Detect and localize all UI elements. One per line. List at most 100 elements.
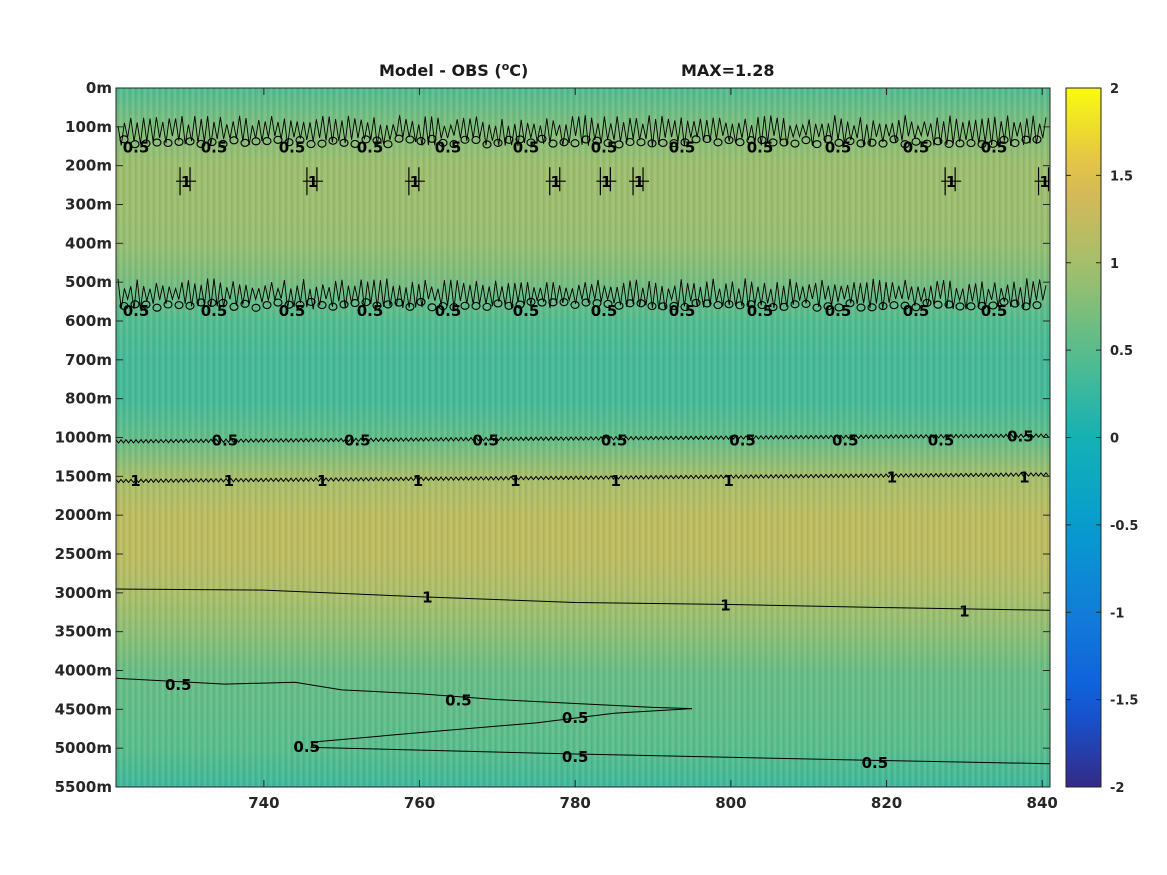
contour-loop [306, 140, 316, 149]
contour-loop [944, 139, 954, 148]
contour-loop [658, 302, 668, 311]
contour-loop [152, 303, 162, 312]
contour-loop [768, 303, 778, 312]
colorbar-tick-label: 1 [1110, 257, 1119, 272]
band-contour-label: 0.5 [981, 139, 1008, 157]
blob-contour-label: 1 [1039, 173, 1049, 191]
contour-line-0-5 [310, 708, 693, 743]
contour-loop [812, 303, 822, 312]
contour-label: 0.5 [928, 431, 955, 449]
contour-label: 1 [224, 472, 234, 490]
contour-loop [196, 298, 206, 307]
contour-loop [867, 303, 877, 312]
contour-loop [350, 139, 360, 149]
y-tick-label: 4000m [55, 662, 112, 680]
contour-loop [174, 301, 184, 310]
contour-label: 0.5 [832, 431, 859, 449]
y-tick-label: 200m [65, 157, 112, 175]
contour-loop [207, 138, 217, 147]
contour-lines [116, 115, 1050, 765]
contour-loop [460, 301, 470, 310]
y-tick-label: 400m [65, 234, 112, 252]
contour-label: 1 [1019, 468, 1029, 486]
blob-contour-label: 1 [634, 173, 644, 191]
contour-loop [548, 298, 558, 307]
contour-label: 0.5 [601, 431, 628, 449]
chart-title-degree: o [502, 60, 510, 73]
blob-contour-label: 1 [601, 173, 611, 191]
contour-label: 0.5 [729, 431, 756, 449]
contour-loop [1021, 302, 1031, 311]
x-tick-label: 800 [715, 794, 746, 812]
contour-loop [163, 138, 173, 148]
band-contour-label: 0.5 [513, 302, 540, 320]
contour-line-1 [116, 471, 1049, 484]
contour-loop [823, 134, 833, 144]
contour-blob [941, 167, 962, 196]
x-axis: 740 760 780 800 820 840 [248, 88, 1058, 812]
contour-loop [702, 134, 712, 144]
contour-loop [592, 136, 602, 145]
y-tick-label: 5500m [55, 778, 112, 796]
contour-loop [405, 135, 415, 144]
colorbar-tick-label: -2 [1110, 781, 1124, 796]
contour-loop [1010, 138, 1020, 148]
contour-loop [680, 302, 690, 312]
contour-loop [570, 139, 580, 148]
contour-loop [130, 300, 140, 309]
contour-loop [779, 138, 789, 147]
contour-loop [680, 138, 690, 147]
contour-loop [581, 298, 591, 307]
contour-loop [559, 138, 569, 147]
contour-loop [702, 299, 712, 308]
contour-loop [845, 299, 855, 308]
contour-loop [834, 138, 844, 147]
contour-label: 1 [422, 589, 432, 607]
contour-loop [361, 135, 371, 144]
colorbar-tick-label: -1.5 [1110, 694, 1138, 709]
chart-title-prefix: Model - OBS ( [379, 61, 502, 80]
contour-loop [669, 301, 679, 310]
contour-loop [526, 297, 536, 306]
contour-loop [504, 135, 514, 144]
y-tick-label: 3000m [55, 584, 112, 602]
band-contour-label: 0.5 [981, 302, 1008, 320]
band-contour-label: 0.5 [357, 139, 384, 157]
contour-loop [438, 302, 448, 311]
contour-loop [493, 299, 503, 308]
contour-label: 1 [720, 596, 730, 614]
band-contour-label: 0.5 [435, 302, 462, 320]
contour-loop [317, 301, 327, 310]
contour-loop [647, 302, 657, 311]
contour-loop [416, 137, 426, 146]
contour-loop [570, 300, 580, 309]
contour-loop [966, 139, 976, 148]
contour-line-1 [116, 588, 1050, 611]
contour-loop [339, 300, 349, 309]
contour-loop [218, 298, 228, 307]
contour-line-0-5 [116, 433, 1049, 444]
contour-loop [636, 138, 646, 147]
contour-loop [658, 138, 668, 147]
band-contour-label: 0.5 [201, 139, 228, 157]
contour-loop [372, 136, 382, 145]
y-tick-label: 2000m [55, 506, 112, 524]
y-tick-label: 300m [65, 196, 112, 214]
contour-loop [922, 298, 932, 307]
plot-area: 0.5 0.5 0.5 0.5 0.5 0.5 0.5 0.5 1 1 1 1 1 1 1 1 1 1 1 1 0.5 0… [115, 87, 1051, 788]
y-tick-label: 5000m [55, 739, 112, 757]
band-contour-label: 0.5 [435, 139, 462, 157]
contour-loop [625, 299, 635, 308]
band-contour-label: 0.5 [825, 139, 852, 157]
contour-loop [130, 140, 140, 149]
contour-loop [526, 138, 536, 147]
contour-loop [713, 301, 723, 310]
contour-label: 1 [413, 472, 423, 490]
contour-loop [988, 301, 998, 310]
contour-loop [988, 139, 998, 148]
contour-loop [999, 297, 1009, 306]
x-tick-label: 760 [404, 794, 435, 812]
blob-contour-label: 1 [946, 173, 956, 191]
contour-label: 1 [510, 472, 520, 490]
